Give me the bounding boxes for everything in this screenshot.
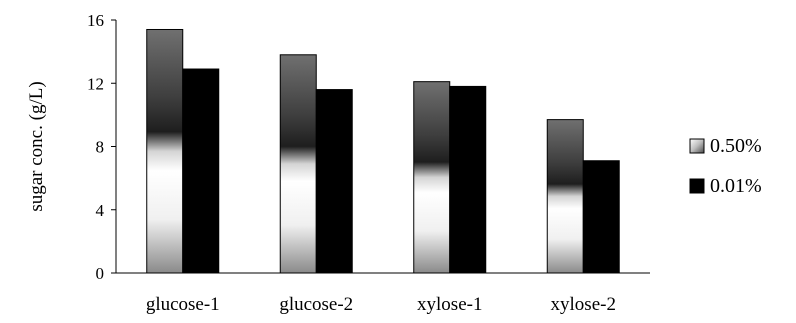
y-tick-label: 0 xyxy=(96,264,105,283)
legend-swatch xyxy=(689,178,705,194)
y-tick-label: 16 xyxy=(87,11,104,30)
bars xyxy=(146,28,620,274)
x-category-label: xylose-1 xyxy=(417,294,482,315)
bar-series-2 xyxy=(449,85,487,274)
y-axis-ticks: 0 4 8 12 16 xyxy=(87,11,116,283)
legend-label: 0.01% xyxy=(710,175,762,197)
bar-series-2 xyxy=(182,68,220,274)
legend-swatch xyxy=(689,138,705,154)
y-tick-label: 12 xyxy=(87,74,104,93)
bar-series-2 xyxy=(582,160,620,274)
x-category-label: glucose-1 xyxy=(146,294,220,315)
y-tick-label: 4 xyxy=(96,201,105,220)
bar-series-1 xyxy=(413,81,451,274)
bar-series-1 xyxy=(146,28,184,274)
x-axis-categories: glucose-1 glucose-2 xylose-1 xylose-2 xyxy=(146,294,616,315)
x-category-label: xylose-2 xyxy=(551,294,616,315)
bar-series-1 xyxy=(279,54,317,274)
legend: 0.50% 0.01% xyxy=(689,135,762,197)
y-axis-label: sugar conc. (g/L) xyxy=(26,81,47,211)
legend-label: 0.50% xyxy=(710,135,762,157)
y-tick-label: 8 xyxy=(96,138,105,157)
bar-series-1 xyxy=(546,119,584,274)
bar-series-2 xyxy=(315,89,353,274)
x-category-label: glucose-2 xyxy=(279,294,353,315)
